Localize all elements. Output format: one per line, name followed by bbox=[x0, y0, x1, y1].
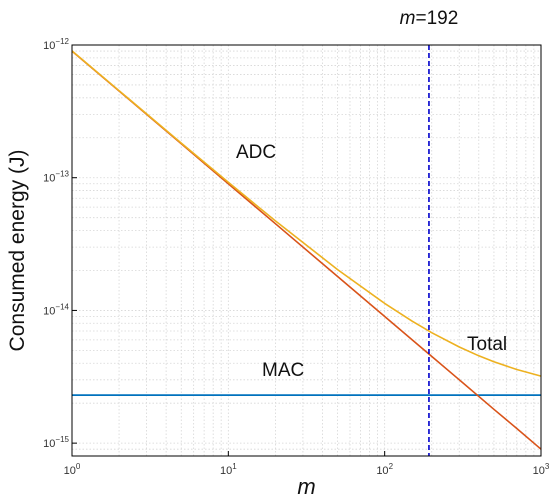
x-tick-exp: 2 bbox=[389, 462, 394, 471]
y-axis-title: Consumed energy (J) bbox=[6, 150, 29, 352]
x-tick-exp: 1 bbox=[232, 462, 237, 471]
series-layer bbox=[71, 45, 542, 456]
annotation-adc: ADC bbox=[236, 142, 276, 163]
y-tick-label: 10−15 bbox=[43, 435, 69, 450]
x-tick-label: 103 bbox=[533, 462, 550, 477]
annotation-mac: MAC bbox=[262, 360, 304, 381]
y-tick-base: 10 bbox=[43, 40, 55, 52]
y-tick-label: 10−12 bbox=[43, 37, 69, 52]
x-tick-label: 102 bbox=[376, 462, 393, 477]
y-tick-exp: −15 bbox=[55, 435, 69, 444]
vline-label-value: =192 bbox=[415, 8, 458, 29]
x-tick-base: 10 bbox=[220, 465, 232, 477]
vline-label: m=192 bbox=[400, 8, 459, 29]
x-axis-title: m bbox=[297, 474, 315, 499]
y-tick-base: 10 bbox=[43, 173, 55, 185]
x-tick-base: 10 bbox=[533, 465, 545, 477]
x-tick-exp: 3 bbox=[545, 462, 550, 471]
y-tick-exp: −13 bbox=[55, 170, 69, 179]
y-tick-base: 10 bbox=[43, 438, 55, 450]
annotation-total: Total bbox=[467, 334, 507, 355]
grid bbox=[72, 45, 541, 456]
y-tick-label: 10−13 bbox=[43, 170, 69, 185]
y-tick-exp: −12 bbox=[55, 37, 69, 46]
x-tick-base: 10 bbox=[64, 465, 76, 477]
y-tick-exp: −14 bbox=[55, 302, 69, 311]
series-line-total bbox=[71, 50, 542, 377]
y-tick-label: 10−14 bbox=[43, 302, 69, 317]
x-tick-label: 100 bbox=[64, 462, 81, 477]
x-tick-exp: 0 bbox=[76, 462, 81, 471]
x-tick-label: 101 bbox=[220, 462, 237, 477]
y-tick-base: 10 bbox=[43, 305, 55, 317]
vline-label-var: m bbox=[400, 8, 416, 29]
x-tick-base: 10 bbox=[376, 465, 388, 477]
plot-frame bbox=[71, 44, 542, 457]
